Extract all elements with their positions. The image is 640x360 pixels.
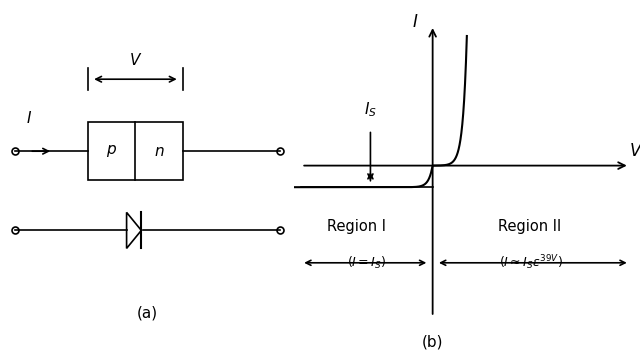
Text: Region I: Region I (327, 219, 386, 234)
Text: $I$: $I$ (412, 13, 419, 31)
Bar (88, 122, 182, 180)
Text: $I$: $I$ (26, 110, 33, 126)
Text: $n$: $n$ (154, 144, 164, 159)
Text: $p$: $p$ (106, 143, 117, 159)
Text: $I_S$: $I_S$ (364, 100, 377, 119)
Text: Region II: Region II (498, 219, 561, 234)
Text: $(I \approx I_S\varepsilon^{39V})$: $(I \approx I_S\varepsilon^{39V})$ (499, 253, 563, 272)
Polygon shape (127, 212, 141, 248)
Text: $V$: $V$ (629, 142, 640, 160)
Text: $(I = I_S)$: $(I = I_S)$ (348, 255, 387, 271)
Text: $V$: $V$ (129, 53, 142, 68)
Text: (b): (b) (422, 334, 444, 350)
Text: (a): (a) (136, 306, 158, 321)
